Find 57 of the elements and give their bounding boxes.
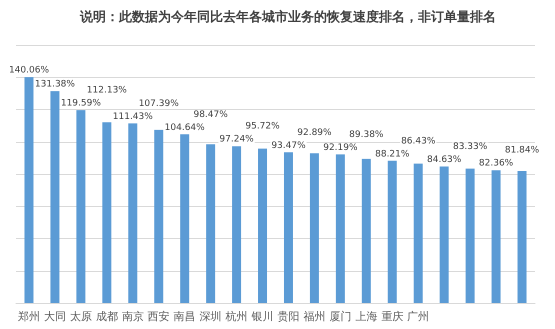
x-tick-label: 大同: [44, 310, 66, 323]
bar: [440, 166, 449, 303]
data-label: 84.63%: [427, 155, 462, 166]
data-label: 88.21%: [375, 149, 410, 160]
data-label: 97.24%: [219, 134, 254, 145]
x-tick-label: 广州: [407, 310, 430, 323]
data-label: 104.64%: [164, 122, 206, 133]
chart-title: 说明：此数据为今年同比去年各城市业务的恢复速度排名，非订单量排名: [79, 9, 496, 25]
x-tick-label: 太原: [70, 310, 92, 323]
x-tick-label: 上海: [355, 310, 378, 323]
data-label: 86.43%: [401, 136, 436, 146]
x-tick-label: 成都: [96, 310, 118, 323]
bar: [76, 110, 86, 303]
bar: [414, 164, 423, 303]
x-tick-label: 南京: [122, 310, 144, 323]
data-label: 93.47%: [271, 140, 306, 151]
data-label: 92.89%: [297, 128, 332, 138]
bar: [206, 144, 216, 303]
data-label: 131.38%: [34, 80, 76, 90]
data-label: 112.13%: [86, 86, 128, 96]
bar: [50, 91, 60, 303]
bar: [284, 152, 293, 303]
bar: [492, 170, 501, 303]
bar: [466, 168, 475, 303]
bar: [154, 130, 164, 303]
bar: [258, 148, 268, 303]
data-label: 98.47%: [193, 110, 228, 120]
x-tick-label: 南昌: [174, 310, 196, 323]
data-label: 111.43%: [112, 112, 154, 122]
data-label: 81.84%: [504, 146, 540, 156]
bar: [102, 122, 112, 303]
bar: [24, 77, 34, 303]
x-tick-label: 杭州: [224, 310, 248, 323]
x-tick-label: 贵阳: [277, 310, 300, 323]
bar: [362, 158, 371, 303]
bar: [180, 134, 190, 303]
x-tick-label: 银川: [250, 310, 274, 323]
bar: [128, 123, 138, 303]
data-label: 140.06%: [8, 66, 50, 76]
data-label: 119.59%: [60, 98, 102, 109]
x-tick-label: 厦门: [329, 310, 352, 323]
data-label: 89.38%: [349, 130, 384, 140]
bar: [518, 171, 527, 303]
bar: [232, 146, 242, 303]
data-label: 95.72%: [245, 122, 280, 132]
data-label: 107.39%: [138, 98, 180, 109]
bar: [388, 160, 397, 303]
bar: [336, 154, 345, 303]
x-tick-label: 深圳: [200, 310, 222, 323]
x-tick-label: 郑州: [18, 310, 40, 323]
bar: [310, 153, 319, 303]
data-label: 82.36%: [478, 158, 514, 169]
data-label: 92.19%: [323, 142, 358, 153]
x-tick-label: 重庆: [381, 310, 404, 323]
x-tick-label: 福州: [303, 310, 326, 323]
data-label: 83.33%: [452, 142, 488, 152]
x-tick-label: 西安: [148, 310, 170, 323]
